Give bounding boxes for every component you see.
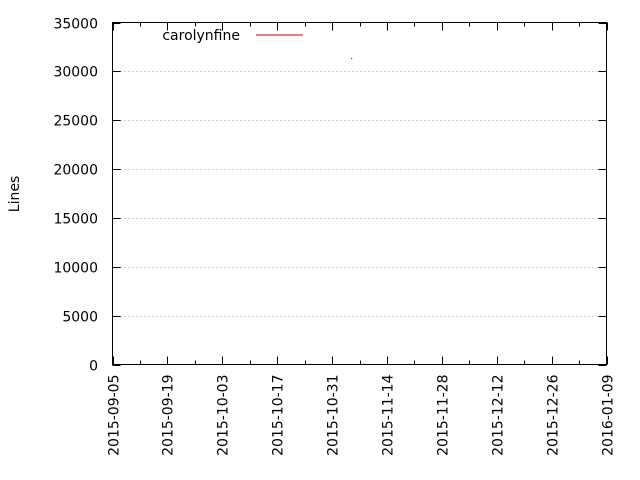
- x-tick-label: 2015-09-05: [107, 375, 123, 456]
- y-tick-label: 20000: [53, 163, 98, 179]
- y-axis-label: Lines: [7, 176, 23, 212]
- x-tick-label: 2015-11-14: [381, 374, 397, 455]
- grid-lines: [112, 71, 607, 317]
- x-tick-label: 2015-10-17: [271, 375, 287, 456]
- x-tick-label: 2015-12-26: [546, 374, 562, 455]
- y-tick-label: 0: [89, 359, 98, 375]
- series-carolynfine: [351, 58, 353, 60]
- y-tick-label: 5000: [62, 310, 98, 326]
- x-tick-label: 2015-10-03: [216, 375, 232, 456]
- y-tick-label: 35000: [53, 17, 98, 33]
- y-axis: 0 5000 10000 15000 20000 25000 30000 35000: [53, 17, 607, 375]
- x-tick-label: 2015-11-28: [436, 375, 452, 456]
- plot-area: [112, 22, 607, 365]
- y-tick-label: 10000: [53, 261, 98, 277]
- legend-label: carolynfine: [162, 28, 240, 44]
- y-tick-label: 25000: [53, 114, 98, 130]
- x-tick-label: 2015-10-31: [326, 375, 342, 456]
- legend: carolynfine: [162, 28, 303, 44]
- y-tick-label: 15000: [53, 212, 98, 228]
- x-tick-label: 2015-12-12: [491, 375, 507, 456]
- x-tick-label: 2016-01-09: [601, 375, 617, 456]
- x-tick-label: 2015-09-19: [161, 375, 177, 456]
- x-axis: 2015-09-05 2015-09-19 2015-10-03 2015-10-17…: [107, 22, 617, 456]
- data-point: [351, 58, 353, 60]
- y-tick-label: 30000: [53, 65, 98, 81]
